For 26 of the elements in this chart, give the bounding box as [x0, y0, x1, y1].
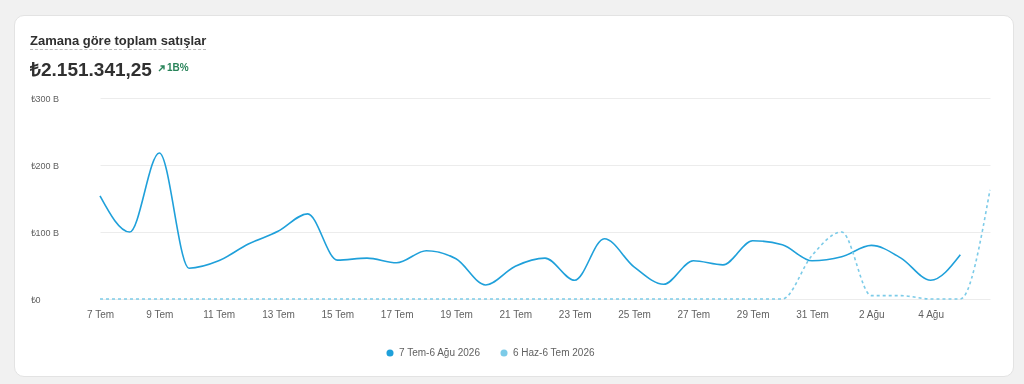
x-tick-label: 15 Tem — [321, 308, 355, 320]
text: 1B% — [166, 62, 189, 73]
line-series — [99, 152, 962, 286]
chart-subtitle: ₺2.151.341,25 — [30, 58, 152, 82]
x-tick-label: 11 Tem — [203, 308, 236, 320]
x-tick-label: 25 Tem — [618, 308, 651, 320]
legend-label: 6 Haz-6 Tem 2026 — [513, 347, 595, 358]
y-tick-label: ₺300 B — [30, 93, 60, 104]
chart-title: Zamana göre toplam satışlar — [30, 33, 207, 50]
x-tick-label: 21 Tem — [499, 308, 533, 320]
y-tick-label: ₺100 B — [30, 227, 60, 238]
x-tick-label: 23 Tem — [558, 308, 592, 320]
x-tick-label: 2 Ağu — [859, 308, 885, 320]
x-tick-label: 27 Tem — [677, 308, 711, 320]
x-tick-label: 13 Tem — [262, 308, 295, 320]
y-tick-label: ₺200 B — [30, 160, 60, 171]
x-tick-label: 4 Ağu — [918, 308, 944, 320]
line-series — [99, 188, 991, 300]
x-tick-label: 19 Tem — [440, 308, 473, 320]
x-tick-label: 17 Tem — [380, 308, 414, 320]
x-tick-label: 29 Tem — [736, 308, 770, 320]
legend-label: 7 Tem-6 Ağu 2026 — [399, 347, 481, 358]
x-tick-label: 31 Tem — [796, 308, 829, 320]
x-tick-label: 7 Tem — [86, 308, 115, 320]
y-tick-label: ₺0 — [30, 294, 41, 305]
x-tick-label: 9 Tem — [146, 308, 174, 320]
